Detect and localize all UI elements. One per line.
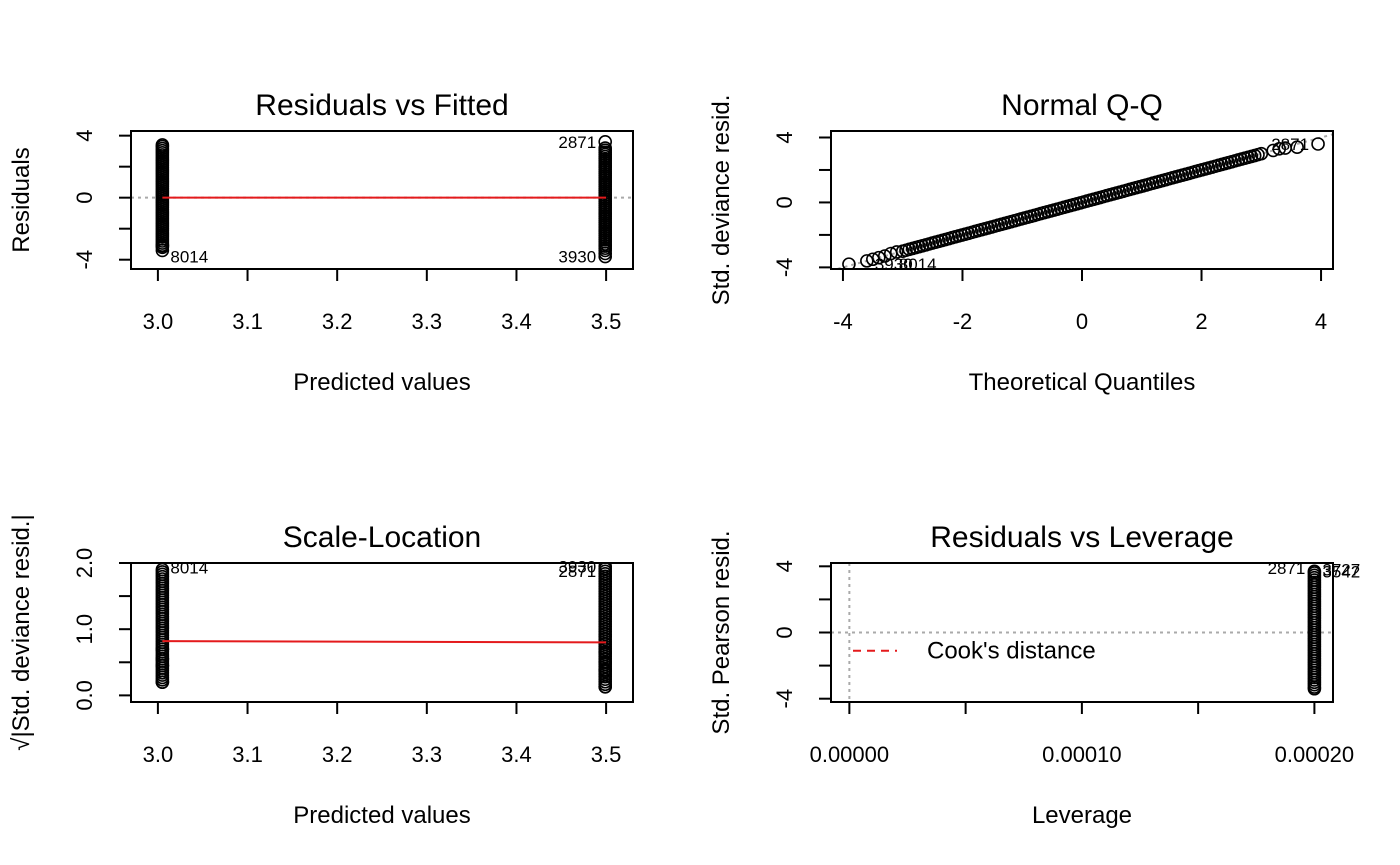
x-tick-label: 3.4	[501, 309, 532, 334]
smooth-line	[162, 640, 607, 644]
y-tick-label: 0	[772, 196, 797, 208]
point-label: 3727	[1322, 561, 1360, 580]
y-tick-label: 0	[772, 626, 797, 638]
data-point	[155, 652, 170, 666]
data-point	[155, 243, 170, 258]
y-axis-label: Std. deviance resid.	[708, 95, 735, 306]
plot-frame	[130, 562, 634, 703]
data-point	[598, 679, 613, 694]
data-point	[883, 246, 898, 261]
chart-title: Normal Q-Q	[1001, 89, 1163, 122]
x-tick-label: 3.4	[501, 742, 532, 767]
data-point	[1272, 142, 1287, 156]
y-tick-label: -4	[72, 250, 97, 270]
y-tick-label: 4	[772, 560, 797, 572]
y-axis-label: Residuals	[8, 147, 35, 252]
plot-area	[155, 563, 613, 694]
data-point	[598, 246, 613, 261]
x-tick-label: 3.2	[322, 309, 353, 334]
point-label: 2871	[558, 133, 596, 152]
plot-frame	[130, 130, 634, 270]
data-point	[598, 135, 613, 149]
point-label: 3542	[1322, 562, 1360, 581]
x-tick-label: -2	[953, 309, 973, 334]
x-tick-label: 0.00010	[1042, 742, 1122, 767]
point-label: 2871	[558, 562, 596, 581]
x-axis-label: Theoretical Quantiles	[969, 369, 1196, 396]
data-point	[598, 645, 613, 660]
residuals-vs-fitted-panel: 8014 2871 3930 3.0 3.1 3.2 3.3 3.4 3.5 -4 0 4 Residu…	[8, 89, 634, 396]
data-point	[155, 238, 170, 253]
data-point	[155, 642, 170, 656]
x-tick-label: 3.1	[232, 742, 263, 767]
x-axis-label: Predicted values	[293, 802, 470, 829]
x-tick-label: 0.00020	[1275, 742, 1355, 767]
x-tick-label: 3.1	[232, 309, 263, 334]
x-tick-label: 0.00000	[810, 742, 890, 767]
y-axis-label: Std. Pearson resid.	[708, 530, 735, 734]
data-point	[1311, 137, 1325, 151]
y-tick-label: 1.0	[72, 614, 97, 645]
point-label: 2871	[1268, 559, 1306, 578]
chart-title: Residuals vs Leverage	[930, 521, 1234, 554]
chart-title: Residuals vs Fitted	[255, 89, 508, 122]
x-tick-label: 2	[1195, 309, 1207, 334]
x-tick-label: 3.3	[412, 742, 443, 767]
x-axis-label: Leverage	[1032, 802, 1132, 829]
point-label: 3930	[558, 248, 596, 267]
data-point	[155, 138, 170, 152]
plot-area	[833, 133, 1333, 269]
data-point	[1290, 140, 1304, 155]
x-tick-label: 3.5	[591, 309, 622, 334]
y-tick-label: -4	[772, 258, 797, 278]
x-axis-label: Predicted values	[293, 369, 470, 396]
plot-area	[831, 563, 1333, 702]
x-tick-label: 3.0	[143, 309, 174, 334]
x-tick-label: 3.2	[322, 742, 353, 767]
y-tick-label: 4	[772, 131, 797, 143]
y-tick-label: -4	[772, 689, 797, 709]
point-label: 8014	[170, 559, 208, 578]
data-point	[598, 663, 613, 678]
data-point	[1307, 681, 1322, 696]
x-tick-label: 3.5	[591, 742, 622, 767]
plot-frame	[830, 562, 1334, 703]
point-label: 8014	[899, 255, 937, 274]
y-tick-label: 4	[72, 130, 97, 142]
y-tick-label: 0.0	[72, 680, 97, 711]
data-point	[1307, 564, 1322, 579]
y-tick-label: 0	[72, 192, 97, 204]
data-point	[872, 250, 886, 265]
y-tick-label: 2.0	[72, 548, 97, 579]
data-point	[155, 675, 170, 689]
chart-title: Scale-Location	[283, 521, 481, 554]
data-point	[598, 563, 613, 574]
plot-area	[131, 135, 633, 264]
legend-label: Cook's distance	[927, 638, 1096, 665]
x-tick-label: 4	[1315, 309, 1327, 334]
data-point	[877, 249, 892, 263]
point-label: 2871	[1271, 135, 1309, 154]
x-tick-label: 3.0	[143, 742, 174, 767]
data-point	[598, 655, 613, 670]
y-axis-label: √|Std. deviance resid.|	[8, 514, 35, 750]
data-point	[598, 141, 613, 155]
x-tick-label: 3.3	[412, 309, 443, 334]
data-point	[155, 658, 170, 673]
data-point	[889, 245, 904, 259]
point-label: 8014	[170, 248, 208, 267]
x-tick-label: 0	[1076, 309, 1088, 334]
data-point	[842, 257, 856, 269]
x-tick-label: -4	[833, 309, 853, 334]
